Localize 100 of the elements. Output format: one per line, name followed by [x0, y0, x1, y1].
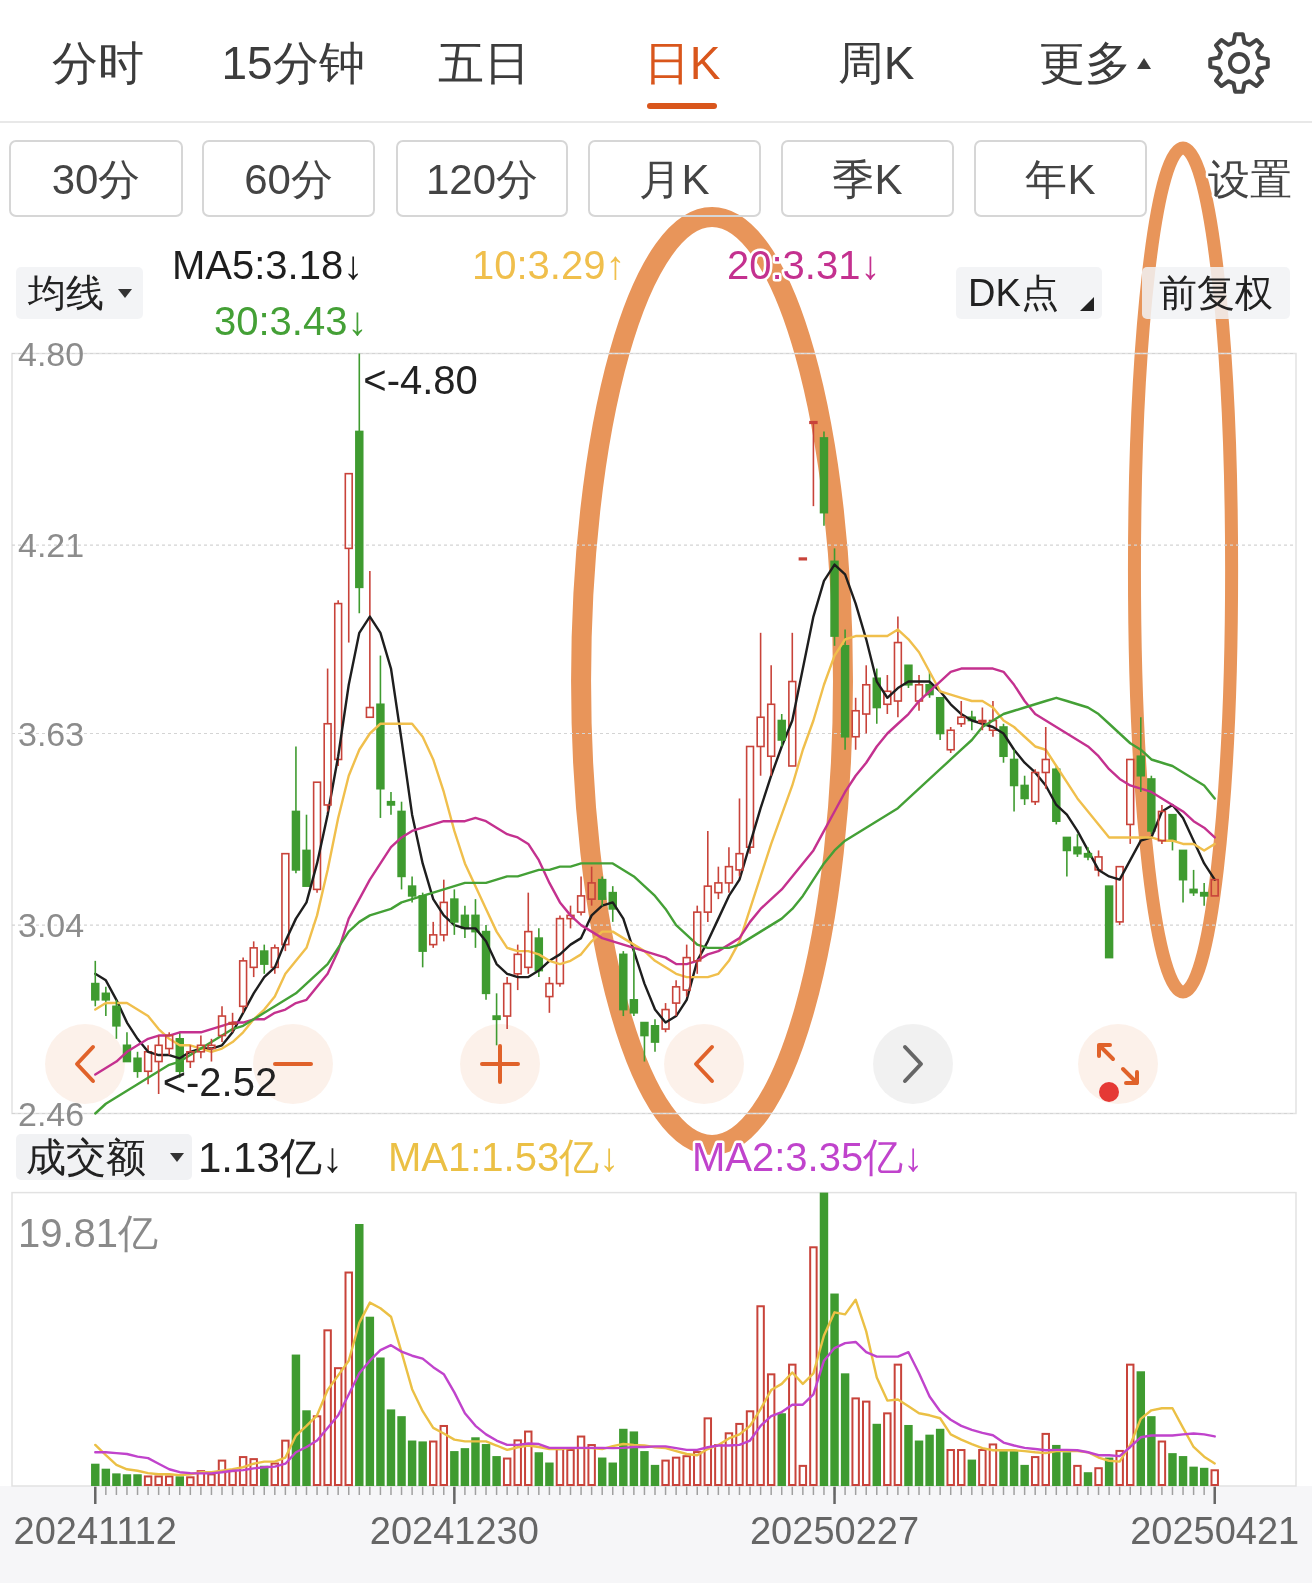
bar [502, 1457, 512, 1486]
text: 30:3.43↓ [214, 299, 368, 343]
candlestick [101, 986, 111, 1017]
text: 日K [643, 37, 721, 89]
bar [861, 1400, 871, 1486]
candlestick [386, 791, 396, 816]
text: 年K [1025, 155, 1096, 203]
bar [851, 1397, 860, 1486]
bar [904, 1424, 913, 1486]
candlestick [1199, 882, 1209, 907]
bar [386, 1409, 396, 1486]
bar [1073, 1464, 1082, 1486]
candlestick [766, 664, 776, 777]
bar [101, 1468, 111, 1486]
bar [481, 1444, 491, 1486]
y-axis-title: 成交额 [26, 1135, 146, 1179]
bar [217, 1459, 227, 1486]
candlestick [640, 1021, 649, 1063]
candlestick [597, 875, 607, 907]
bar [1009, 1451, 1019, 1486]
bar [133, 1474, 142, 1486]
candlestick [629, 947, 639, 1017]
bar [798, 1464, 808, 1486]
text: DK点 [968, 272, 1059, 314]
bar [418, 1441, 427, 1486]
annotation: 19.81亿 [18, 1211, 159, 1255]
candlestick [91, 960, 100, 1008]
candlestick [502, 976, 512, 1030]
bar [724, 1432, 734, 1486]
candlestick [133, 1050, 142, 1079]
candlestick [893, 615, 903, 719]
candlestick [407, 875, 417, 904]
bar [1189, 1466, 1198, 1486]
text: 更多 [1039, 37, 1131, 89]
bar [703, 1417, 713, 1486]
candlestick [756, 632, 765, 777]
candlestick [217, 1005, 227, 1043]
bar [376, 1357, 385, 1486]
text: 月K [639, 155, 710, 203]
bar [1199, 1467, 1209, 1486]
annotation: <-2.52 [162, 1060, 278, 1105]
bar [978, 1449, 987, 1486]
bar [1157, 1440, 1167, 1486]
candlestick [671, 979, 681, 1017]
bar [238, 1456, 248, 1486]
bar [999, 1451, 1008, 1486]
bar [650, 1464, 660, 1486]
bar [513, 1439, 522, 1486]
line-series [94, 696, 1216, 1115]
y-tick-label: 3.04 [18, 906, 85, 945]
bar [587, 1444, 596, 1486]
text: MA5:3.18↓ [172, 243, 364, 287]
text: 前复权 [1159, 272, 1273, 314]
candlestick [1062, 836, 1072, 878]
bar [196, 1470, 206, 1486]
candlestick [798, 557, 808, 561]
x-tick-label: 20241230 [369, 1510, 539, 1552]
bar [397, 1416, 406, 1486]
bar [1041, 1432, 1050, 1486]
y-tick-label: 2.46 [18, 1094, 85, 1133]
bar [524, 1430, 533, 1486]
bar [735, 1422, 744, 1486]
text: 1.13亿↓ [198, 1133, 343, 1181]
text: 15分钟 [221, 37, 365, 89]
text: 分时 [52, 37, 144, 89]
bar [840, 1373, 850, 1486]
bar [323, 1329, 332, 1486]
candlestick [703, 830, 713, 923]
bar [745, 1410, 755, 1486]
bar [1062, 1452, 1072, 1486]
bar [1178, 1456, 1188, 1486]
bar [344, 1271, 353, 1486]
bar [281, 1439, 290, 1486]
bar [407, 1440, 417, 1486]
text: MA2:3.35亿↓ [692, 1135, 924, 1179]
bar [175, 1476, 184, 1486]
bar [207, 1473, 216, 1486]
bar [988, 1443, 998, 1486]
bar [249, 1458, 258, 1486]
bar [967, 1459, 977, 1486]
text: 120分 [425, 155, 539, 203]
text: 周K [837, 37, 915, 89]
bar [534, 1452, 544, 1486]
y-tick-label: 4.21 [18, 526, 85, 565]
bar [693, 1451, 702, 1486]
bar [1210, 1469, 1219, 1486]
bar [1126, 1363, 1135, 1486]
candlestick [693, 904, 702, 975]
bar [122, 1474, 132, 1486]
bar [608, 1462, 617, 1486]
candlestick [260, 943, 269, 975]
bar [1020, 1464, 1029, 1486]
bar [756, 1305, 765, 1486]
candlestick [429, 921, 438, 949]
bar [619, 1428, 628, 1486]
bar [1094, 1467, 1103, 1486]
candlestick [1157, 804, 1167, 845]
bar [566, 1449, 575, 1486]
bar [91, 1463, 100, 1486]
text: 均线 [27, 272, 104, 314]
